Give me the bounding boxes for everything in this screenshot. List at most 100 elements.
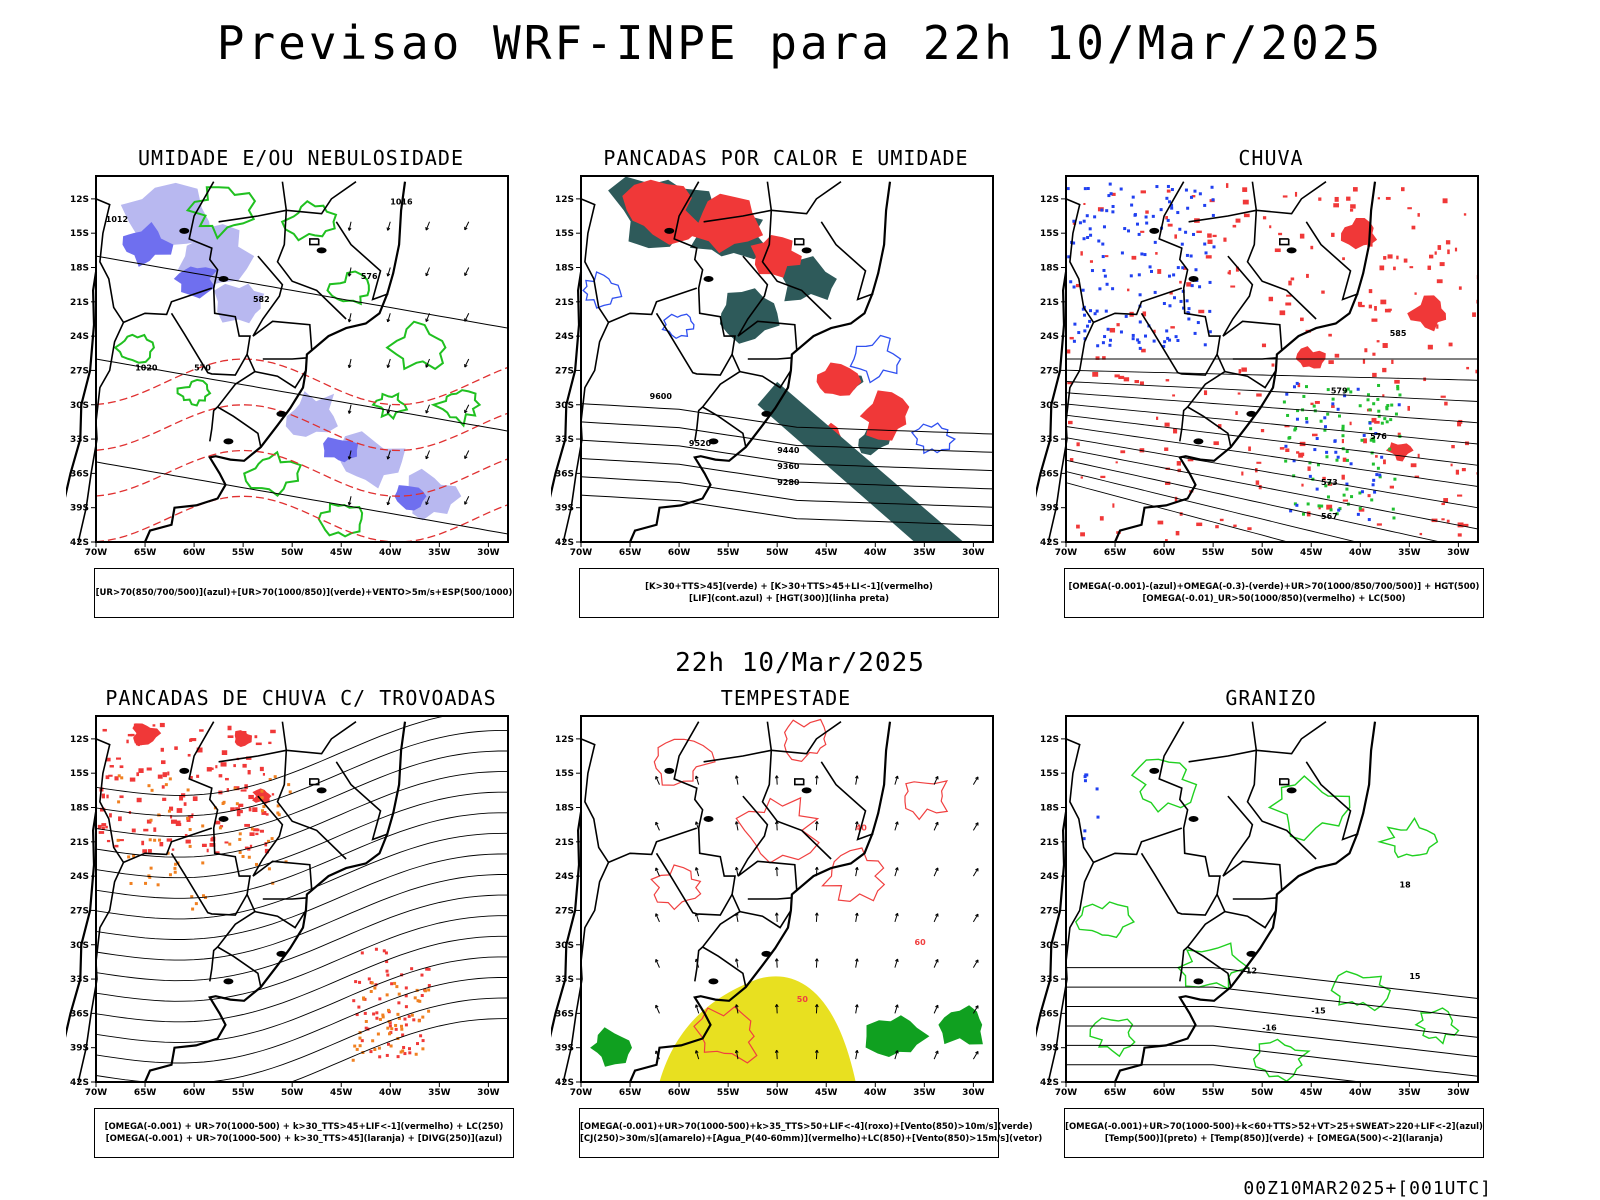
streamline [96, 935, 508, 1023]
strong-omega-cell [1386, 404, 1390, 408]
shower-cell [395, 985, 399, 989]
omega-cell [1102, 225, 1106, 229]
precip-water-contour [904, 780, 949, 821]
storm-cell [246, 756, 252, 760]
storm-cell [184, 833, 188, 838]
omega-cell [1152, 339, 1156, 343]
wind-vector [975, 1050, 979, 1055]
storm-cell [364, 1026, 368, 1030]
state-border [252, 255, 313, 352]
lon-label: 35W [428, 1088, 451, 1098]
storm-cell [192, 796, 198, 802]
storm-cell [427, 984, 431, 988]
lon-label: 40W [864, 548, 887, 558]
strong-omega-cell [1337, 414, 1341, 418]
state-border [170, 312, 248, 376]
rain-cell [1306, 273, 1309, 278]
shower-cell [260, 789, 264, 793]
lon-label: 65W [134, 1088, 157, 1098]
rain-cell [1362, 359, 1366, 364]
strong-omega-cell [1388, 447, 1392, 451]
lat-label: 36S [555, 1009, 574, 1019]
rain-cell [1385, 196, 1391, 200]
wind-vector [735, 775, 739, 785]
lon-label: 45W [815, 1088, 838, 1098]
omega-cell [1083, 187, 1087, 191]
wind-vector [894, 1050, 899, 1060]
panel-humidity: UMIDADE E/OU NEBULOSIDADE 12S 15S 18S 21S 24… [66, 146, 536, 626]
wind-vector [735, 1050, 739, 1060]
humidity-contour [113, 333, 155, 364]
wind-vector [815, 775, 818, 785]
storm-cell [420, 994, 424, 998]
rain-cell [1164, 447, 1169, 451]
rain-cell [1427, 344, 1433, 350]
rain-cell [1321, 290, 1325, 294]
lake [316, 247, 327, 254]
strong-omega-cell [1341, 424, 1345, 428]
rain-cell [1278, 232, 1283, 236]
omega-cell [1081, 307, 1085, 311]
lat-label: 30S [70, 941, 89, 951]
rain-cell [1248, 446, 1251, 452]
rain-cell [1372, 352, 1376, 356]
rain-cell [1417, 453, 1420, 458]
lat-label: 18S [555, 804, 574, 814]
streamline [96, 812, 508, 899]
wind-vector [975, 776, 979, 780]
omega-cell [1085, 214, 1089, 218]
rain-cell [1196, 522, 1203, 527]
state-border [694, 946, 704, 982]
wind-vector [464, 221, 470, 231]
omega-cell [1129, 274, 1133, 278]
rain-cell [1139, 381, 1144, 386]
rain-cell [1260, 429, 1265, 433]
omega-cell [1292, 385, 1296, 389]
lat-label: 27S [70, 906, 89, 916]
strong-omega-cell [1324, 484, 1328, 488]
omega-cell [1138, 293, 1142, 297]
omega-cell [1138, 346, 1142, 350]
rain-cell [1237, 392, 1241, 395]
wind-vector [348, 313, 352, 323]
storm-cell [230, 807, 235, 811]
storm-cell [244, 823, 250, 827]
strong-omega-cell [1366, 393, 1370, 397]
omega-cell [1362, 433, 1366, 437]
storm-cell [264, 848, 269, 854]
rain-cell [1300, 317, 1304, 322]
rain-cell [1269, 225, 1272, 229]
hgt500-contour [1066, 471, 1359, 542]
rain-cell [1396, 255, 1399, 260]
temp850-contour [1089, 1017, 1136, 1058]
storm-cell [141, 840, 145, 846]
wind-vector [695, 1004, 700, 1014]
rain-cell [1166, 189, 1171, 193]
streamline [96, 997, 508, 1082]
storm-cell [254, 735, 258, 739]
rain-cell [1387, 254, 1393, 259]
shower-cell [120, 776, 124, 780]
storm-cell [119, 765, 124, 769]
lat-label: 36S [70, 1009, 89, 1019]
shower-cell [218, 826, 222, 830]
omega-cell [1105, 282, 1109, 286]
strong-omega-cell [1319, 419, 1323, 423]
storm-cell [244, 846, 249, 850]
wind-vector [814, 1004, 819, 1008]
storm-cell [220, 762, 227, 767]
legend-line: [OMEGA(-0.001)+UR>70(1000-500)+k>35_TTS>… [580, 1122, 1033, 1132]
hail-cell [1096, 815, 1100, 819]
omega-cell [1163, 340, 1167, 344]
omega-cell [1211, 198, 1215, 202]
storm-cell [404, 1023, 408, 1027]
omega-cell [1097, 239, 1101, 243]
state-border [1224, 909, 1277, 929]
legend-line: [OMEGA(-0.001) + UR>70(1000-500) + k>30_… [105, 1134, 503, 1144]
lake [1246, 950, 1257, 957]
strong-omega-cell [1376, 397, 1380, 401]
state-border [1140, 852, 1218, 916]
storm-cell [419, 1034, 423, 1038]
contour-label: -12 [1243, 966, 1257, 975]
